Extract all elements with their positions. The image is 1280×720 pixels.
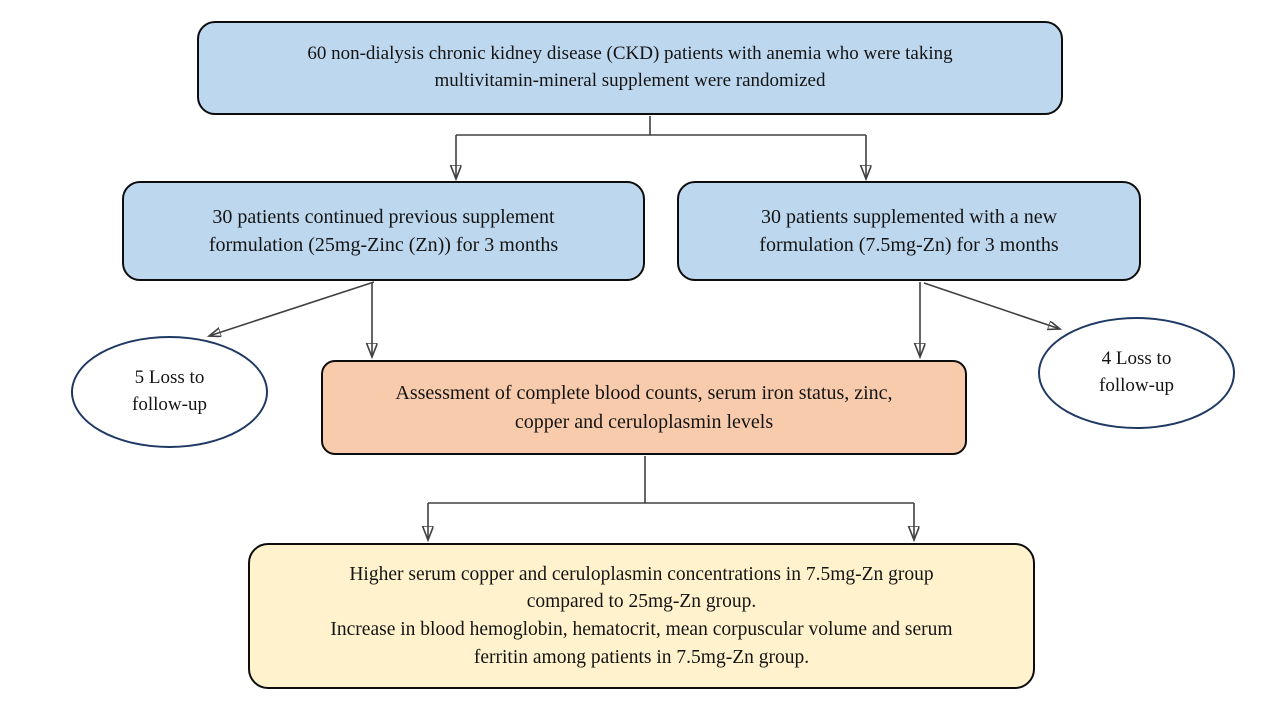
arrow-randomized-to-groups [456,116,866,179]
ellipse-loss-to-followup-left: 5 Loss to follow-up [71,336,268,448]
node-group-25mg-zn: 30 patients continued previous supplemen… [122,181,645,281]
arrow-left-group-to-loss [209,281,375,336]
node-outcomes: Higher serum copper and ceruloplasmin co… [248,543,1035,689]
node-assessment: Assessment of complete blood counts, ser… [321,360,967,455]
node-group-7-5mg-zn: 30 patients supplemented with a new form… [677,181,1141,281]
ellipse-loss-to-followup-right: 4 Loss to follow-up [1038,317,1235,429]
arrow-assessment-to-outcomes [428,456,914,540]
arrow-right-group-to-loss [923,282,1060,329]
node-randomized-patients: 60 non-dialysis chronic kidney disease (… [197,21,1063,115]
